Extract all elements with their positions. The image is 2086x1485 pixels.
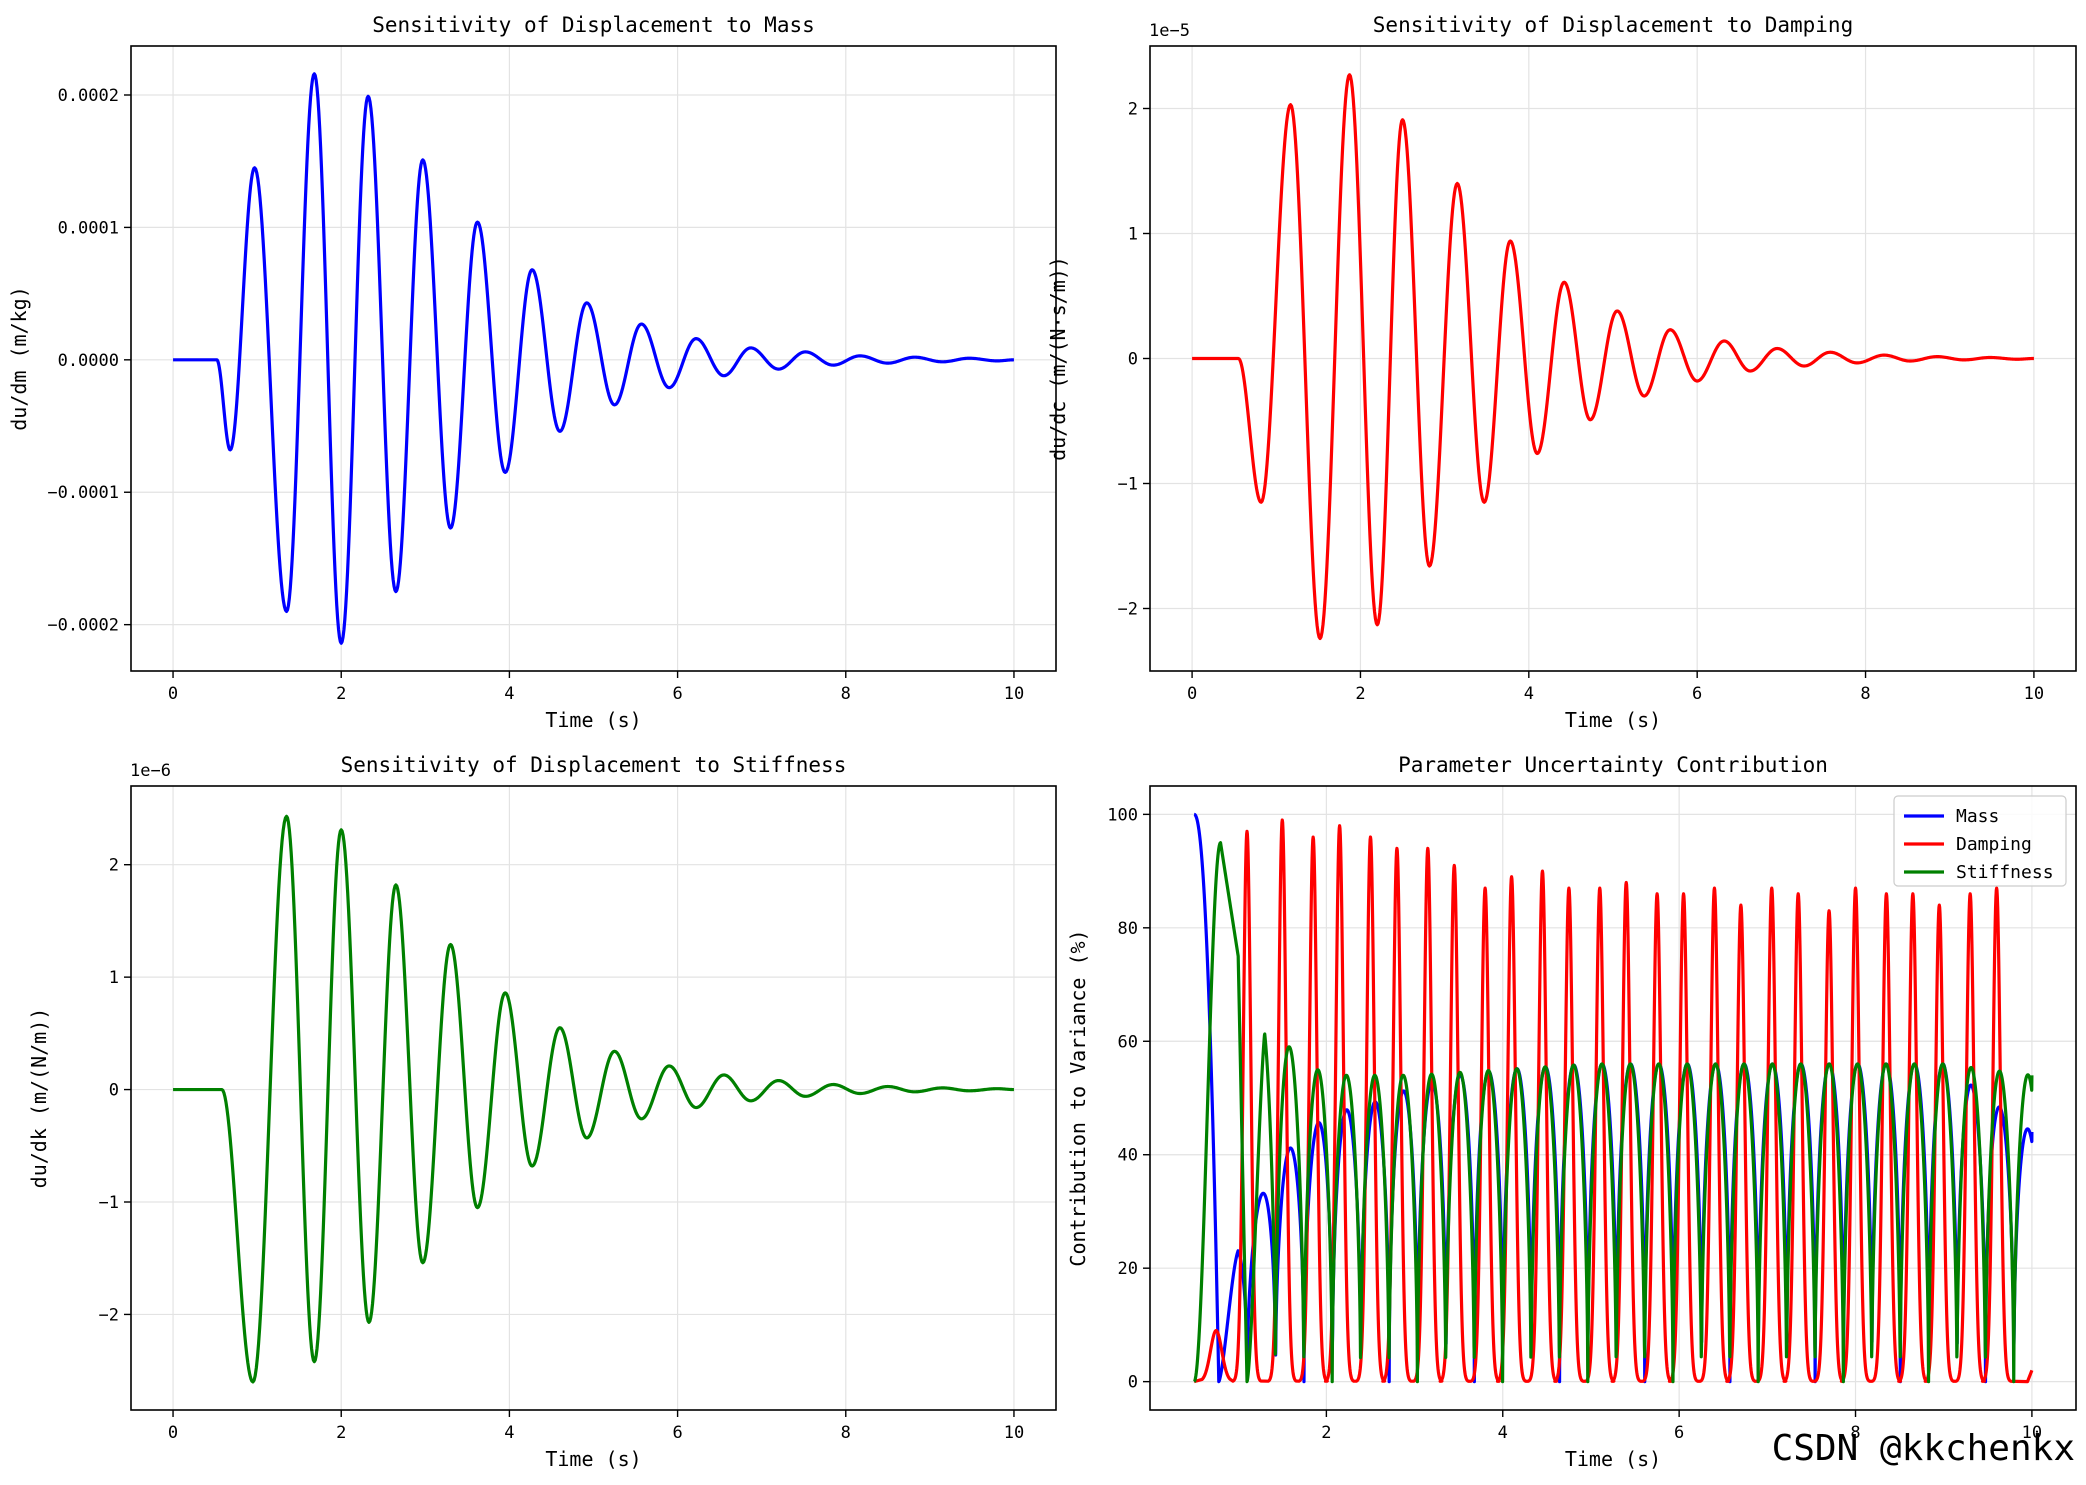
legend-label: Damping: [1956, 834, 2032, 855]
x-tick-label: 6: [672, 1423, 682, 1443]
y-tick-label: 0: [1128, 1373, 1138, 1393]
x-tick-label: 10: [2024, 684, 2044, 704]
y-tick-label: 0.0000: [58, 351, 119, 371]
series-line: [1192, 73, 2035, 641]
x-tick-label: 2: [1321, 1423, 1331, 1443]
x-tick-label: 2: [336, 1423, 346, 1443]
x-tick-label: 10: [2022, 1423, 2042, 1443]
axes-frame: [1149, 785, 2077, 1411]
axis-offset-text: 1e−5: [1149, 21, 1190, 41]
y-tick-label: 0.0002: [58, 86, 119, 106]
x-tick-label: 2: [336, 684, 346, 704]
y-tick-label: 1: [109, 968, 119, 988]
legend-label: Stiffness: [1956, 862, 2054, 883]
watermark-text: CSDN @kkchenkx: [1772, 1428, 2075, 1469]
y-tick-label: −1: [1118, 475, 1138, 495]
x-tick-label: 8: [1860, 684, 1870, 704]
series-group: [1192, 73, 2035, 641]
axis-offset-text: 1e−6: [130, 761, 171, 781]
y-tick-label: 60: [1118, 1032, 1138, 1052]
y-tick-label: 100: [1107, 805, 1138, 825]
x-tick-label: 0: [168, 1423, 178, 1443]
y-tick-label: −0.0001: [47, 483, 119, 503]
axes-frame: [130, 785, 1057, 1411]
x-tick-label: 10: [1004, 684, 1024, 704]
y-tick-label: −0.0002: [47, 616, 119, 636]
x-tick-label: 8: [841, 1423, 851, 1443]
series-group: [172, 72, 1015, 645]
axes-frame: [130, 45, 1057, 672]
y-tick-label: 0: [109, 1081, 119, 1101]
x-axis-label: Time (s): [1565, 1447, 1661, 1471]
series-line: [172, 72, 1015, 645]
y-tick-label: 1: [1128, 225, 1138, 245]
y-tick-label: 0.0001: [58, 218, 119, 238]
y-tick-label: −1: [99, 1193, 119, 1213]
y-axis-label: du/dk (m/(N/m)): [27, 1008, 51, 1189]
x-tick-label: 10: [1004, 1423, 1024, 1443]
subplot-stiffness-sensitivity: 0 2 4 6 8 10 −2 −1 0 1 2 Sensitivity of Displacemen…: [27, 753, 1057, 1471]
subplot-mass-sensitivity: 0 2 4 6 8 10 −0.0002 −0.0001 0.0000 0.0001 0.0002 S…: [7, 13, 1057, 732]
series-group: [1192, 812, 2034, 1384]
x-tick-label: 2: [1355, 684, 1365, 704]
series-line-damping: [1193, 818, 2034, 1384]
x-tick-label: 0: [168, 684, 178, 704]
y-tick-label: 20: [1118, 1259, 1138, 1279]
chart-title: Sensitivity of Displacement to Stiffness: [341, 753, 847, 777]
x-axis-label: Time (s): [545, 708, 641, 732]
y-axis-label: Contribution to Variance (%): [1066, 929, 1090, 1266]
chart-title: Sensitivity of Displacement to Damping: [1373, 13, 1853, 37]
legend-box: [1893, 795, 2067, 887]
y-axis-label: du/dm (m/kg): [7, 286, 31, 431]
x-tick-label: 6: [1692, 684, 1702, 704]
y-tick-label: 80: [1118, 919, 1138, 939]
chart-title: Parameter Uncertainty Contribution: [1398, 753, 1828, 777]
x-tick-label: 4: [504, 1423, 514, 1443]
x-tick-label: 4: [504, 684, 514, 704]
y-tick-label: −2: [1118, 600, 1138, 620]
y-tick-label: 2: [109, 856, 119, 876]
x-tick-label: 6: [1674, 1423, 1684, 1443]
x-axis-label: Time (s): [1565, 708, 1661, 732]
x-tick-label: 0: [1187, 684, 1197, 704]
legend: Mass Damping Stiffness: [1893, 795, 2067, 887]
x-tick-label: 6: [672, 684, 682, 704]
x-axis-label: Time (s): [545, 1447, 641, 1471]
x-tick-label: 4: [1524, 684, 1534, 704]
x-tick-label: 4: [1498, 1423, 1508, 1443]
chart-title: Sensitivity of Displacement to Mass: [372, 13, 815, 37]
series-line: [173, 814, 1015, 1384]
series-line-stiffness: [1192, 841, 2034, 1384]
y-tick-label: −2: [99, 1305, 119, 1325]
x-tick-label: 8: [1850, 1423, 1860, 1443]
y-axis-label: du/dc (m/(N·s/m)): [1046, 256, 1070, 461]
y-tick-label: 2: [1128, 100, 1138, 120]
x-tick-label: 8: [841, 684, 851, 704]
legend-label: Mass: [1956, 806, 1999, 827]
y-tick-label: 40: [1118, 1146, 1138, 1166]
subplot-damping-sensitivity: 0 2 4 6 8 10 −2 −1 0 1 2 Sensitivity of Displacemen…: [1046, 13, 2077, 732]
series-group: [173, 814, 1015, 1384]
y-tick-label: 0: [1128, 350, 1138, 370]
